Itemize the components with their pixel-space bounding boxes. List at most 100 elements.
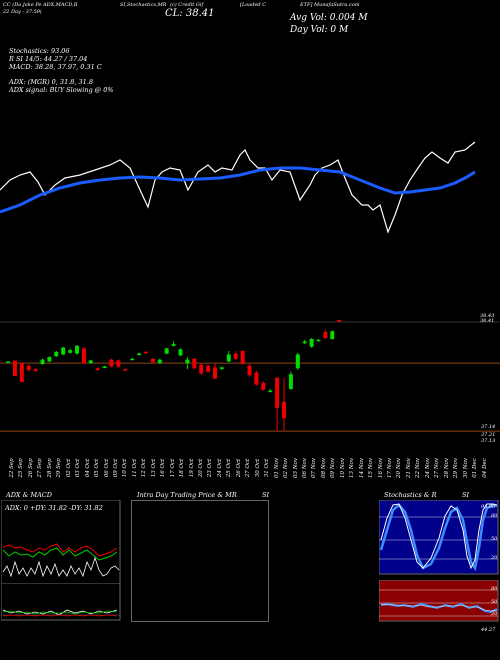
- candle-body: [323, 332, 328, 339]
- candle-body: [199, 364, 204, 374]
- stoch-title-2: SI: [462, 491, 470, 499]
- date-label: 26 Oct: [235, 458, 242, 478]
- date-label: 06 Oct: [103, 458, 110, 478]
- candle-body: [261, 382, 266, 390]
- candle-body: [164, 348, 169, 354]
- date-label: 22 Nov: [415, 458, 422, 478]
- rsi-fast-line: [380, 603, 498, 612]
- date-label: 22 Sep: [9, 458, 15, 478]
- mr-title: Intra Day Trading Price & MR: [137, 491, 237, 499]
- date-label: 27 Nov: [434, 458, 441, 478]
- candle-body: [185, 359, 190, 364]
- price-bottom: 37.14: [481, 424, 496, 430]
- stoch-slow-line: [379, 503, 498, 572]
- adx-macd-title: ADX & MACD: [6, 491, 52, 499]
- date-label: 10 Oct: [122, 458, 129, 478]
- date-label: 18 Oct: [179, 458, 186, 478]
- adx-minus-line: [2, 543, 118, 557]
- adx-line: [2, 556, 120, 578]
- candle-body: [26, 365, 31, 370]
- candle-body: [157, 359, 162, 364]
- rsi-level-50: 50: [491, 599, 498, 605]
- macd-signal-line: [2, 610, 118, 615]
- date-label: 23 Oct: [207, 458, 214, 478]
- stoch-value: 93.06: [481, 504, 496, 510]
- candle-body: [47, 357, 52, 362]
- candle-body: [254, 372, 259, 385]
- stoch-level-50: 50: [491, 536, 498, 542]
- date-label: 28 Nov: [443, 458, 450, 478]
- adx-values: ADX: 0 +DY: 31.82 -DY: 31.82: [5, 504, 103, 512]
- candle-body: [40, 359, 45, 364]
- candle-body: [61, 347, 66, 355]
- date-label: 05 Oct: [94, 458, 101, 478]
- main-chart: [0, 141, 500, 432]
- date-label: 13 Nov: [349, 458, 356, 478]
- stoch-level-80: 80: [491, 513, 498, 519]
- adx-signal-readout: ADX signal: BUY Slowing @ 0%: [9, 86, 114, 94]
- date-label: 20 Oct: [198, 458, 204, 478]
- price-top2: 38.41: [480, 318, 495, 324]
- date-label: 19 Oct: [188, 458, 195, 478]
- date-label: 16 Nov: [377, 458, 384, 478]
- date-label: 13 Oct: [150, 458, 157, 478]
- candle-body: [268, 390, 273, 393]
- rsi-readout: R SI 14/5: 44.27 / 37.04: [9, 55, 88, 63]
- macd-hist-line: [2, 614, 118, 617]
- date-label: 03 Oct: [75, 458, 82, 478]
- date-label: 01 Dec: [472, 458, 479, 478]
- rsi-value: 44.27: [481, 627, 496, 633]
- candle-body: [88, 360, 93, 364]
- date-label: 08 Nov: [320, 458, 327, 478]
- candle-body: [192, 358, 197, 369]
- candle-body: [137, 353, 142, 356]
- header-title: CC (Da Jake Pe ADX,MACD,R: [3, 2, 78, 8]
- candle-body: [54, 351, 59, 357]
- date-label: 29 Nov: [453, 458, 460, 478]
- date-label: 31 Oct: [264, 458, 271, 478]
- adx-plus-line: [2, 547, 118, 561]
- date-label: 06 Nov: [301, 458, 308, 478]
- close-label: CL: 38.41: [165, 8, 215, 19]
- candle-body: [233, 353, 238, 359]
- header-loaded: [Loaded C: [240, 2, 267, 8]
- date-label: 25 Sep: [18, 458, 25, 478]
- date-label: 26 Sep: [27, 458, 34, 478]
- candles-group: [6, 320, 342, 432]
- candle-body: [130, 358, 135, 361]
- date-label: 28 Sep: [46, 458, 53, 478]
- price-bottom3: 37.13: [481, 438, 496, 444]
- ma-line: [0, 166, 476, 214]
- candle-body: [19, 363, 24, 383]
- candle-body: [240, 351, 245, 364]
- date-label: 11 Oct: [131, 458, 138, 478]
- date-label: 14 Nov: [358, 458, 365, 478]
- stoch-title: Stochastics & R: [384, 491, 437, 499]
- date-label: 03 Nov: [292, 458, 299, 478]
- candle-body: [316, 339, 321, 342]
- candle-body: [102, 366, 107, 369]
- candle-body: [6, 361, 10, 363]
- macd-readout: MACD: 38.28, 37.97, 0.31 C: [9, 63, 102, 71]
- candle-body: [295, 354, 300, 369]
- stoch-fast-line: [380, 503, 498, 570]
- stoch-level-20: 20: [491, 555, 498, 561]
- rsi-level-20: 20: [491, 611, 498, 617]
- adx-readout: ADX: (MGR) 0, 31.8, 31.8: [9, 78, 94, 86]
- stoch-readout: Stochastics: 93.06: [9, 47, 70, 55]
- candle-body: [178, 349, 183, 356]
- candle-body: [219, 367, 224, 369]
- candle-body: [12, 360, 17, 376]
- candle-body: [337, 320, 342, 322]
- header-site: ETF] MunafaSutra.com: [300, 2, 360, 8]
- date-label: 20 Nov: [396, 458, 403, 478]
- date-label: 27 Oct: [245, 458, 252, 478]
- candle-body: [68, 350, 73, 353]
- price-bottom2: 37.21: [481, 432, 496, 438]
- price-top: 38.43: [480, 313, 495, 319]
- date-label: 04 Oct: [84, 458, 91, 478]
- candle-body: [150, 358, 155, 363]
- candle-body: [226, 354, 231, 362]
- date-label: 10 Nov: [339, 458, 346, 478]
- avg-vol: Avg Vol: 0.004 M: [290, 13, 368, 23]
